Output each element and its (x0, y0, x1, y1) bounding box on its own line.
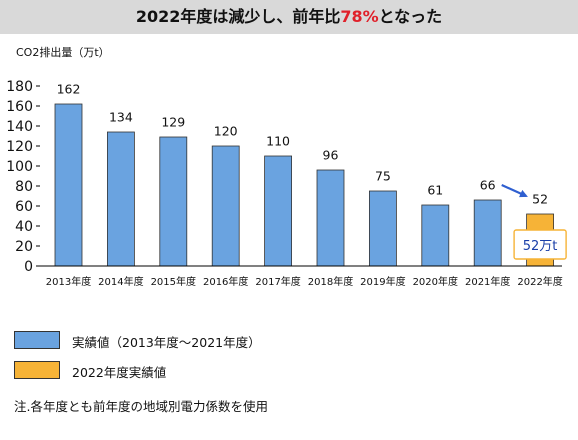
y-tick-label: 180 (6, 79, 33, 95)
data-label: 96 (323, 148, 339, 163)
data-label: 61 (427, 183, 443, 198)
bar (159, 136, 188, 267)
data-label: 75 (375, 169, 391, 184)
data-label: 66 (480, 178, 496, 193)
data-label-bg (158, 113, 189, 130)
y-tick-label: 140 (6, 119, 33, 135)
x-tick-label: 2020年度 (413, 275, 458, 288)
legend-label-actual: 実績値（2013年度～2021年度） (72, 335, 261, 350)
x-tick-label: 2013年度 (46, 275, 91, 288)
chart-title: 2022年度は減少し、前年比78%となった (0, 0, 578, 34)
callout-box (513, 229, 567, 260)
bars: 162 134 129 120 110 96 75 61 66 52 52万t (53, 80, 567, 267)
bar (264, 155, 293, 267)
y-tick-label: 60 (15, 199, 33, 215)
y-tick-label: 100 (6, 159, 33, 175)
data-label-bg (525, 190, 556, 207)
y-tick-label: 40 (15, 219, 33, 235)
data-label-bg (105, 108, 136, 125)
y-tick-label: 160 (6, 99, 33, 115)
x-tick-label: 2021年度 (465, 275, 510, 288)
legend-label-2022: 2022年度実績値 (72, 365, 167, 380)
x-tick-label: 2019年度 (360, 275, 405, 288)
x-tick-label: 2018年度 (308, 275, 353, 288)
x-tick-label: 2022年度 (517, 275, 562, 288)
title-accent: 78% (340, 7, 379, 26)
bar (316, 169, 345, 267)
data-label-bg (315, 146, 346, 163)
data-label: 120 (214, 124, 238, 139)
bar (211, 145, 240, 267)
bar (421, 204, 450, 267)
data-label-bg (420, 181, 451, 198)
y-tick-label: 0 (24, 259, 33, 275)
data-label-bg (367, 167, 398, 184)
data-label-bg (53, 80, 84, 97)
title-suffix: となった (378, 7, 443, 26)
y-tick-label: 120 (6, 139, 33, 155)
data-label: 134 (109, 110, 133, 125)
data-label-bg (210, 122, 241, 139)
y-tick-label: 20 (15, 239, 33, 255)
legend-swatch-2022 (14, 361, 60, 379)
x-tick-label: 2017年度 (255, 275, 300, 288)
data-label: 52 (532, 192, 548, 207)
data-label: 129 (161, 115, 185, 130)
data-label: 162 (57, 82, 81, 97)
bar (107, 131, 135, 267)
y-axis-label: CO2排出量（万t） (16, 45, 110, 59)
y-tick-label: 80 (15, 179, 33, 195)
data-label-bg (472, 176, 503, 193)
x-axis-labels: 2013年度 2014年度 2015年度 2016年度 2017年度 2018年度 2019… (46, 275, 563, 288)
x-tick-label: 2015年度 (151, 275, 196, 288)
footnote: 注.各年度とも前年度の地域別電力係数を使用 (14, 399, 268, 414)
y-axis: 0 20 40 60 80 100 120 140 160 180 (6, 79, 40, 275)
data-label-bg (263, 132, 294, 149)
callout-text: 52万t (523, 239, 558, 254)
legend-swatch-actual (14, 331, 60, 349)
bar (368, 190, 397, 267)
bar (54, 103, 83, 267)
title-prefix: 2022年度は減少し、前年比 (135, 7, 341, 26)
data-label: 110 (266, 134, 290, 149)
x-tick-label: 2016年度 (203, 275, 248, 288)
bar (473, 199, 502, 267)
x-tick-label: 2014年度 (98, 275, 143, 288)
arrow-icon (501, 183, 528, 198)
